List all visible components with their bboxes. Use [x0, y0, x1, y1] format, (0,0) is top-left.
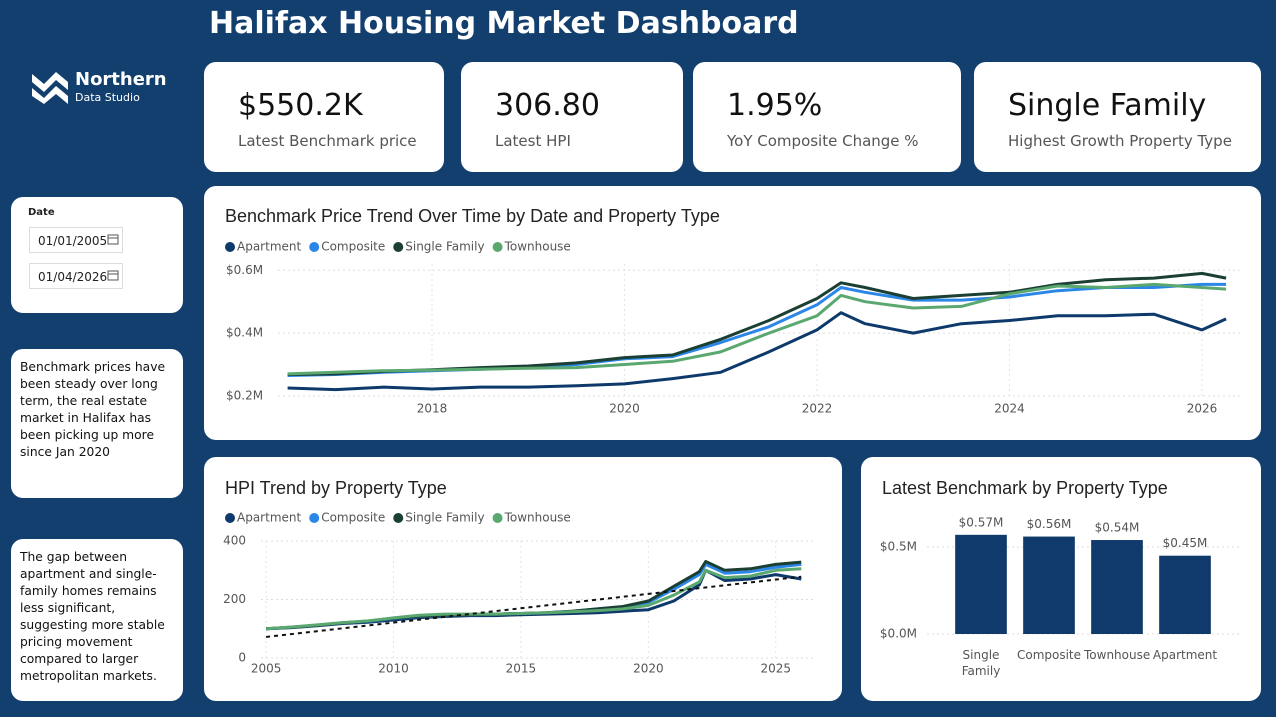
data-label: $0.45M [1163, 536, 1208, 550]
legend-label: Apartment [237, 511, 301, 525]
kpi-card: 306.80 Latest HPI [461, 62, 683, 172]
y-tick-label: $0.6M [226, 263, 263, 277]
logo-subtitle: Data Studio [75, 91, 140, 104]
note-text: Benchmark prices have been steady over l… [20, 360, 166, 459]
series-line [266, 562, 802, 631]
note-card: The gap between apartment and single-fam… [11, 539, 183, 701]
calendar-icon[interactable] [107, 233, 119, 245]
legend-label: Single Family [405, 511, 484, 525]
x-tick-label: 2010 [378, 662, 409, 676]
start-date: 01/01/2005 [38, 234, 108, 248]
chart-title: Latest Benchmark by Property Type [882, 478, 1168, 498]
bar [1159, 555, 1211, 634]
x-tick-label: Townhouse [1084, 648, 1151, 662]
legend-swatch [225, 242, 235, 252]
y-tick-label: 0 [238, 651, 246, 665]
kpi-card: $550.2K Latest Benchmark price [204, 62, 444, 172]
kpi-label: Latest Benchmark price [238, 132, 417, 150]
legend-label: Composite [321, 240, 385, 254]
filter-label: Date [28, 207, 55, 218]
legend-swatch [492, 242, 503, 252]
end-date: 01/04/2026 [38, 270, 108, 284]
series-line [287, 282, 1227, 376]
bar [955, 534, 1007, 634]
note-card: Benchmark prices have been steady over l… [11, 349, 183, 498]
logo-icon [32, 72, 68, 104]
x-tick-label: 2026 [1187, 402, 1218, 416]
x-tick-label: Single Family [961, 648, 1001, 678]
data-label: $0.54M [1095, 521, 1140, 535]
kpi-label: YoY Composite Change % [727, 132, 919, 150]
kpi-label: Highest Growth Property Type [1008, 132, 1232, 150]
start-date-input[interactable]: 01/01/2005 [29, 227, 123, 253]
kpi-value: $550.2K [238, 88, 363, 123]
kpi-value: 306.80 [495, 88, 600, 123]
dashboard-title: Halifax Housing Market Dashboard [209, 6, 799, 41]
series-line [287, 311, 1227, 392]
calendar-icon[interactable] [107, 269, 119, 281]
series-line [287, 282, 1227, 377]
y-tick-label: $0.4M [226, 326, 263, 340]
x-tick-label: Apartment [1152, 648, 1218, 662]
x-tick-label: 2024 [994, 402, 1025, 416]
legend-swatch [393, 513, 404, 523]
y-tick-label: $0.0M [880, 627, 917, 641]
note-text: The gap between apartment and single-fam… [20, 550, 165, 683]
x-tick-label: 2005 [251, 662, 282, 676]
legend-swatch [309, 242, 320, 252]
x-tick-label: 2025 [761, 662, 792, 676]
legend-swatch [393, 242, 404, 252]
kpi-value: 1.95% [727, 88, 823, 123]
x-tick-label: 2020 [609, 402, 640, 416]
end-date-input[interactable]: 01/04/2026 [29, 263, 123, 289]
legend-label: Single Family [405, 240, 484, 254]
y-tick-label: 400 [223, 534, 246, 548]
y-tick-label: 200 [223, 592, 246, 606]
data-label: $0.56M [1027, 517, 1072, 531]
x-tick-label: 2015 [506, 662, 537, 676]
kpi-card: Single Family Highest Growth Property Ty… [974, 62, 1261, 172]
y-tick-label: $0.5M [880, 540, 917, 554]
date-filter: Date 01/01/2005 01/04/2026 [11, 197, 183, 313]
legend-swatch [225, 513, 235, 523]
chart-card [204, 186, 1261, 440]
legend-label: Apartment [237, 240, 301, 254]
kpi-card: 1.95% YoY Composite Change % [693, 62, 961, 172]
bar [1023, 536, 1075, 634]
chart-title: Benchmark Price Trend Over Time by Date … [225, 206, 720, 226]
series-line [265, 567, 802, 631]
kpi-value: Single Family [1008, 88, 1207, 123]
trend-line [265, 575, 802, 638]
x-tick-label: Composite [1016, 648, 1082, 662]
chart-title: HPI Trend by Property Type [225, 478, 447, 498]
legend-label: Composite [321, 511, 385, 525]
legend-swatch [309, 513, 320, 523]
y-tick-label: $0.2M [226, 388, 263, 402]
x-tick-label: 2022 [802, 402, 833, 416]
legend-swatch [492, 513, 503, 523]
x-tick-label: 2020 [633, 662, 664, 676]
kpi-label: Latest HPI [495, 132, 571, 150]
logo-name: Northern [75, 69, 167, 90]
legend-label: Townhouse [504, 511, 571, 525]
x-tick-label: 2018 [417, 402, 448, 416]
bar [1091, 540, 1143, 634]
legend-label: Townhouse [504, 240, 571, 254]
data-label: $0.57M [959, 515, 1004, 529]
